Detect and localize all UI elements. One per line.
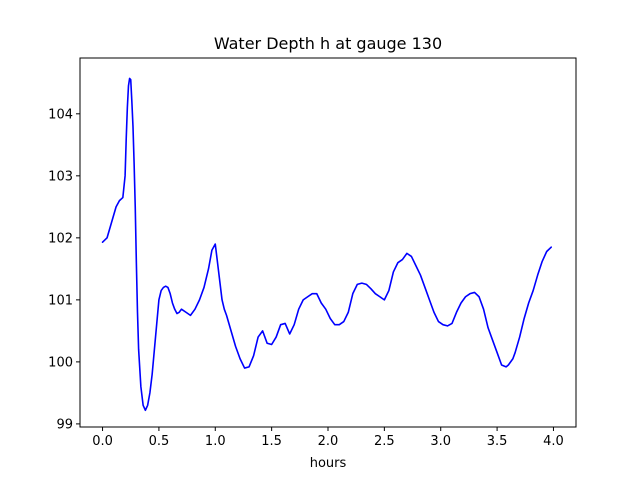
y-tick-label: 103 (48, 169, 73, 184)
x-axis-ticks: 0.0 0.5 1.0 1.5 2.0 2.5 3.0 3.5 4.0 (92, 427, 564, 449)
x-tick-label: 2.5 (374, 434, 395, 449)
x-tick-label: 4.0 (543, 434, 564, 449)
x-tick-label: 1.5 (261, 434, 282, 449)
x-tick-label: 3.5 (487, 434, 508, 449)
y-tick-label: 104 (48, 107, 73, 122)
axes-frame (79, 57, 577, 428)
y-tick-label: 100 (48, 355, 73, 370)
x-tick-label: 2.0 (318, 434, 339, 449)
x-tick-label: 0.0 (92, 434, 113, 449)
plot-area (101, 77, 553, 412)
x-tick-label: 0.5 (149, 434, 170, 449)
series-line-0 (101, 77, 553, 412)
chart-title: Water Depth h at gauge 130 (214, 34, 442, 53)
y-tick-label: 99 (56, 417, 73, 432)
y-axis-ticks: 99 100 101 102 103 104 (48, 107, 80, 432)
x-tick-label: 3.0 (430, 434, 451, 449)
y-tick-label: 101 (48, 293, 73, 308)
x-axis-label: hours (310, 456, 347, 471)
x-tick-label: 1.0 (205, 434, 226, 449)
y-tick-label: 102 (48, 231, 73, 246)
